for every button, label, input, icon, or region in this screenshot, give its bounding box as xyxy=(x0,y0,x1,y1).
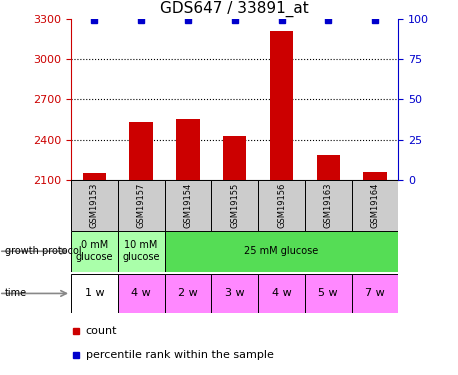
Text: 5 w: 5 w xyxy=(318,288,338,298)
Text: GSM19164: GSM19164 xyxy=(371,183,380,228)
Bar xyxy=(71,231,118,272)
Bar xyxy=(71,274,118,313)
Bar xyxy=(118,180,164,231)
Text: 2 w: 2 w xyxy=(178,288,198,298)
Text: 10 mM
glucose: 10 mM glucose xyxy=(122,240,160,262)
Text: GSM19157: GSM19157 xyxy=(136,183,146,228)
Text: GSM19153: GSM19153 xyxy=(90,183,99,228)
Text: percentile rank within the sample: percentile rank within the sample xyxy=(86,350,273,360)
Text: 0 mM
glucose: 0 mM glucose xyxy=(76,240,113,262)
Bar xyxy=(164,274,211,313)
Bar xyxy=(211,180,258,231)
Text: 7 w: 7 w xyxy=(365,288,385,298)
Bar xyxy=(363,172,387,180)
Bar xyxy=(223,136,246,180)
Title: GDS647 / 33891_at: GDS647 / 33891_at xyxy=(160,1,309,17)
Text: growth protocol: growth protocol xyxy=(5,246,81,256)
Text: 4 w: 4 w xyxy=(272,288,291,298)
Bar xyxy=(176,119,200,180)
Text: GSM19156: GSM19156 xyxy=(277,183,286,228)
Bar xyxy=(258,274,305,313)
Text: count: count xyxy=(86,326,117,336)
Bar xyxy=(164,231,398,272)
Text: GSM19154: GSM19154 xyxy=(184,183,192,228)
Bar xyxy=(305,274,352,313)
Bar xyxy=(118,231,164,272)
Text: 1 w: 1 w xyxy=(85,288,104,298)
Bar xyxy=(130,122,153,180)
Bar xyxy=(164,180,211,231)
Text: GSM19163: GSM19163 xyxy=(324,183,333,228)
Text: 4 w: 4 w xyxy=(131,288,151,298)
Bar xyxy=(211,274,258,313)
Bar xyxy=(270,31,293,180)
Text: time: time xyxy=(5,288,27,298)
Bar xyxy=(118,274,164,313)
Text: 25 mM glucose: 25 mM glucose xyxy=(245,246,319,256)
Bar xyxy=(352,274,398,313)
Bar xyxy=(305,180,352,231)
Bar xyxy=(258,180,305,231)
Bar xyxy=(352,180,398,231)
Bar xyxy=(316,155,340,180)
Text: 3 w: 3 w xyxy=(225,288,245,298)
Text: GSM19155: GSM19155 xyxy=(230,183,239,228)
Bar xyxy=(71,180,118,231)
Bar xyxy=(83,173,106,180)
